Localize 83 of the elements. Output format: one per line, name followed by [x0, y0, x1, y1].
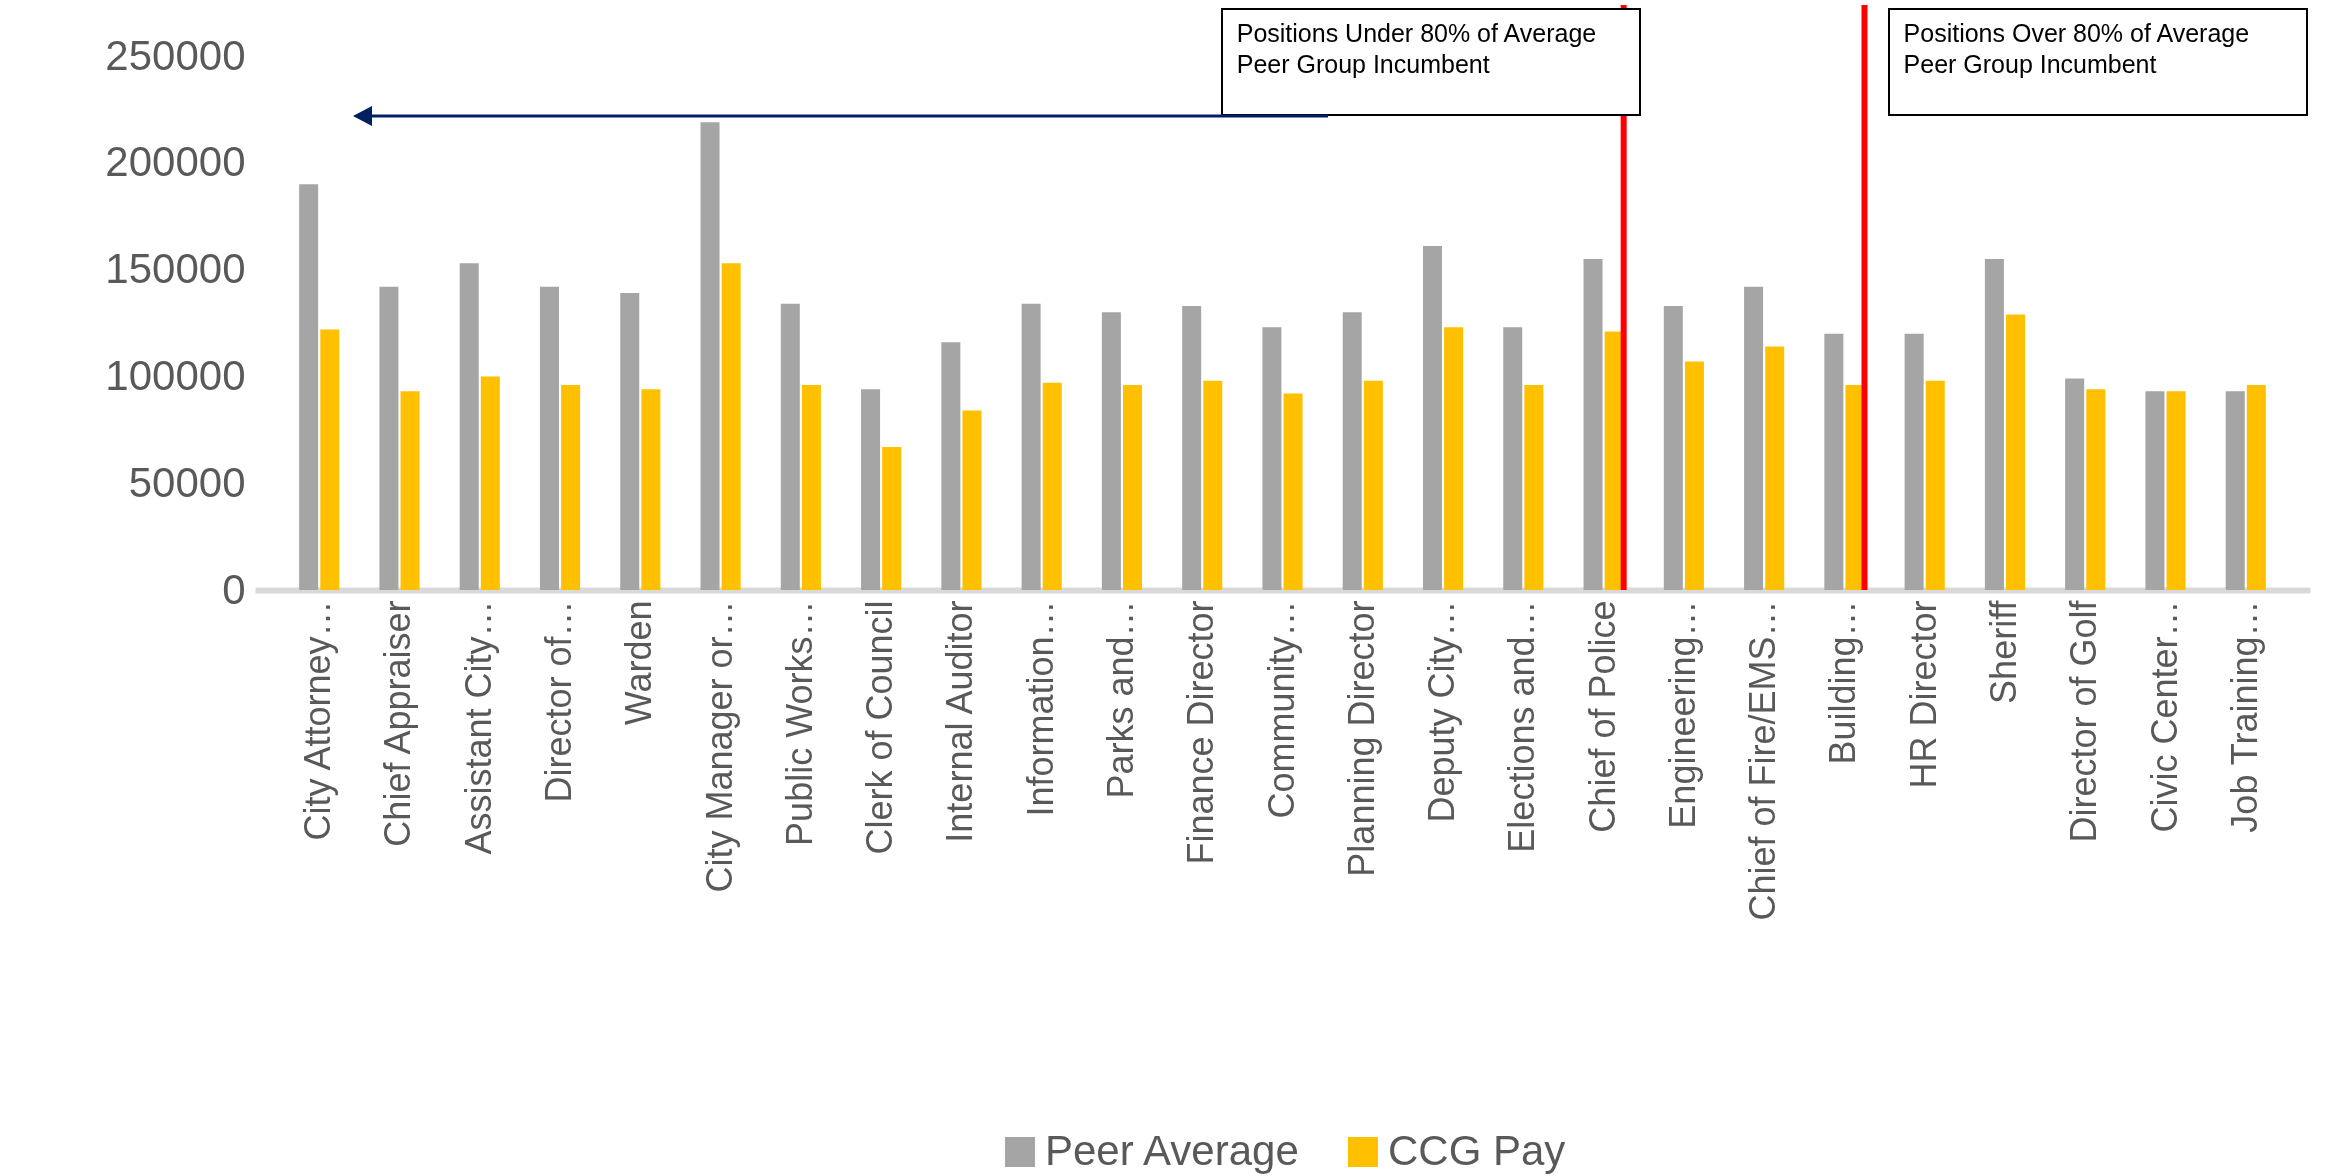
bar — [620, 293, 640, 590]
x-tick-label: Public Works… — [778, 600, 820, 846]
x-tick-label: HR Director — [1902, 600, 1944, 789]
bar — [379, 286, 399, 590]
bar — [1021, 303, 1041, 590]
x-tick-label: City Manager or… — [698, 600, 740, 893]
x-tick-label: Elections and… — [1501, 600, 1543, 853]
x-tick-label: Finance Director — [1180, 600, 1222, 865]
x-tick-label: Chief of Fire/EMS… — [1742, 600, 1784, 921]
bar — [2086, 389, 2106, 590]
x-tick-label: Parks and… — [1099, 600, 1141, 799]
y-tick-label: 250000 — [105, 31, 246, 79]
bar — [1904, 333, 1924, 590]
bar — [941, 342, 961, 590]
x-tick-label: City Attorney… — [297, 600, 339, 841]
x-tick-label: Civic Center… — [2143, 600, 2185, 833]
bar — [1262, 327, 1282, 590]
bar — [700, 122, 720, 590]
x-tick-label: Job Training… — [2223, 600, 2265, 833]
bar — [1342, 312, 1362, 590]
bar — [1744, 286, 1764, 590]
bar — [1444, 327, 1464, 590]
bar — [882, 446, 902, 590]
bar — [2006, 314, 2026, 590]
bar — [1765, 346, 1785, 590]
bar — [780, 303, 800, 590]
bar — [539, 286, 559, 590]
bar — [1422, 246, 1442, 590]
bar — [721, 263, 741, 590]
bar — [2225, 391, 2245, 590]
bar — [1925, 380, 1945, 590]
y-tick-label: 150000 — [105, 245, 246, 293]
x-tick-label: Chief Appraiser — [377, 600, 419, 847]
bar — [1524, 384, 1544, 590]
x-tick-label: Sheriff — [1982, 599, 2024, 704]
bar — [1123, 384, 1143, 590]
bar — [1663, 305, 1683, 590]
bar — [1042, 382, 1062, 590]
x-tick-label: Warden — [618, 600, 660, 726]
ref-line-label: Positions Over 80% of Average Peer Group Incumbent — [1887, 8, 2308, 116]
legend-label: CCG Pay — [1388, 1127, 1566, 1174]
bar — [2145, 391, 2165, 590]
x-tick-label: Engineering… — [1661, 600, 1703, 829]
bar — [1203, 380, 1223, 590]
x-tick-label: Director of… — [538, 600, 580, 803]
y-tick-label: 0 — [222, 565, 246, 613]
bar — [480, 376, 500, 590]
bar — [1684, 361, 1704, 590]
bar — [2166, 391, 2186, 590]
bar — [1182, 305, 1202, 590]
bar — [1503, 327, 1523, 590]
bar — [320, 329, 340, 590]
bar — [1101, 312, 1121, 590]
x-tick-label: Deputy City… — [1421, 600, 1463, 823]
x-tick-label: Community… — [1260, 600, 1302, 819]
ref-line-label: Positions Under 80% of Average Peer Group Incumbent — [1220, 8, 1641, 116]
bar — [2246, 384, 2266, 590]
bar — [1583, 258, 1603, 590]
bar — [2065, 378, 2085, 590]
x-tick-label: Clerk of Council — [859, 600, 901, 855]
bar — [641, 389, 661, 590]
x-tick-label: Chief of Police — [1581, 600, 1623, 833]
bar — [1824, 333, 1844, 590]
bar — [962, 410, 982, 590]
x-tick-label: Director of Golf — [2063, 599, 2105, 843]
bar — [400, 391, 420, 590]
bar — [299, 184, 319, 590]
x-tick-label: Planning Director — [1340, 600, 1382, 877]
bar — [459, 263, 479, 590]
x-tick-label: Internal Auditor — [939, 600, 981, 843]
bar — [801, 384, 821, 590]
x-tick-label: Assistant City… — [457, 600, 499, 855]
x-tick-label: Information… — [1019, 600, 1061, 817]
y-tick-label: 100000 — [105, 351, 246, 399]
x-tick-label: Building… — [1822, 600, 1864, 765]
bar — [861, 389, 881, 590]
bar — [561, 384, 581, 590]
bar — [1984, 258, 2004, 590]
y-tick-label: 50000 — [128, 458, 246, 506]
bar — [1283, 393, 1303, 590]
bar — [1363, 380, 1383, 590]
y-tick-label: 200000 — [105, 138, 246, 186]
legend-label: Peer Average — [1045, 1127, 1299, 1174]
